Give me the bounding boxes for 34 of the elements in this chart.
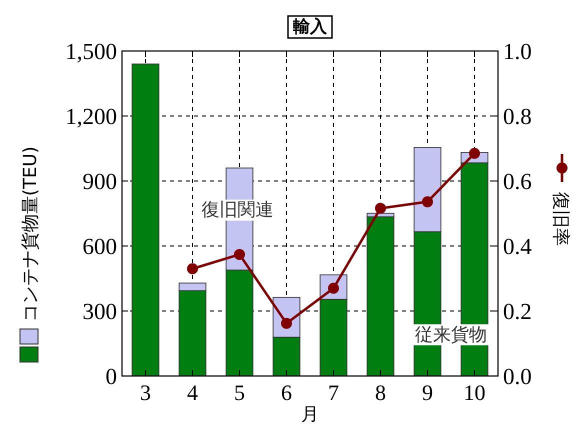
y-axis-title: コンテナ貨物量(TEU) bbox=[20, 146, 41, 322]
point bbox=[187, 263, 198, 274]
legend-label: 復旧率 bbox=[550, 192, 571, 246]
point bbox=[375, 202, 386, 214]
y-tick-label: 1,500 bbox=[65, 39, 117, 64]
x-tick-label: 10 bbox=[464, 380, 486, 405]
point bbox=[469, 148, 480, 159]
bar bbox=[132, 64, 160, 376]
point bbox=[234, 248, 245, 260]
y-tick-label: 0 bbox=[106, 364, 117, 389]
x-tick-label: 6 bbox=[281, 380, 292, 405]
x-tick-label: 7 bbox=[328, 380, 339, 405]
bar bbox=[366, 216, 394, 376]
x-tick-label: 4 bbox=[187, 380, 198, 405]
y2-tick-label: 0.8 bbox=[503, 104, 532, 129]
point bbox=[281, 318, 292, 329]
chart-title: 輸入 bbox=[292, 17, 328, 37]
point bbox=[422, 196, 433, 208]
y-tick-label: 600 bbox=[82, 234, 117, 259]
y2-tick-label: 0.0 bbox=[503, 364, 532, 389]
series-label: 復旧関連 bbox=[202, 200, 274, 221]
x-tick-label: 8 bbox=[375, 380, 386, 405]
series-label: 従来貨物 bbox=[415, 324, 487, 346]
y-tick-label: 900 bbox=[82, 169, 117, 194]
x-axis-title: 月 bbox=[301, 404, 319, 425]
x-tick-label: 5 bbox=[234, 380, 245, 405]
y2-tick-label: 0.6 bbox=[503, 169, 532, 194]
y2-tick-label: 1.0 bbox=[503, 39, 532, 64]
y2-tick-label: 0.4 bbox=[503, 234, 532, 259]
x-tick-label: 3 bbox=[140, 380, 151, 405]
y-tick-label: 300 bbox=[82, 299, 117, 324]
y-tick-label: 1,200 bbox=[65, 104, 117, 129]
x-tick-label: 9 bbox=[422, 380, 433, 405]
y2-tick-label: 0.2 bbox=[503, 299, 532, 324]
